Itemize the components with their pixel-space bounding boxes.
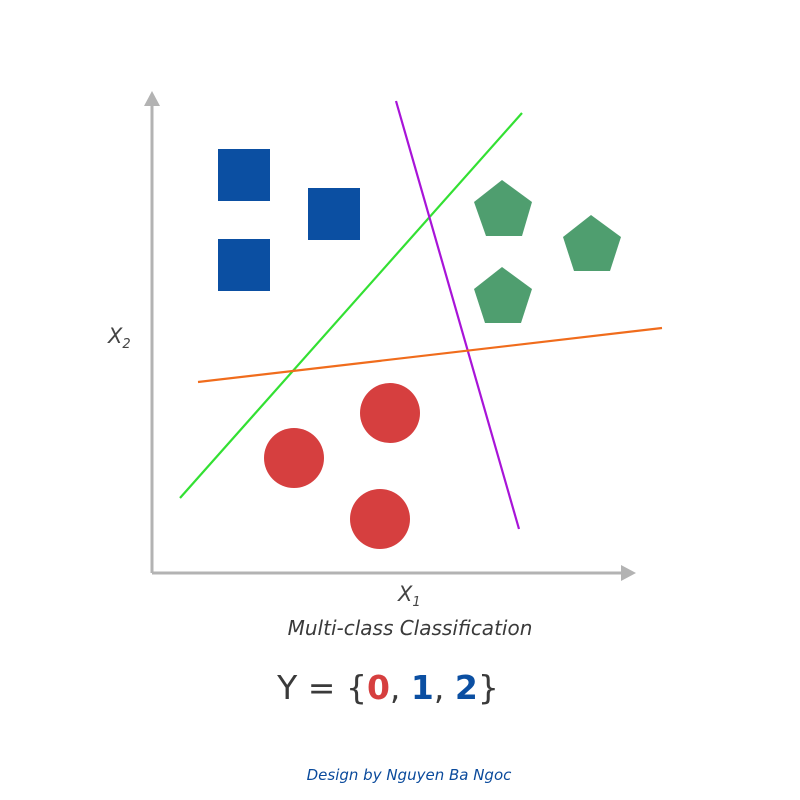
square-point (218, 239, 270, 291)
boundary-line-green (179, 112, 523, 499)
label-2: 2 (454, 668, 478, 707)
y-axis-arrowhead (144, 91, 160, 106)
decision-boundaries (179, 100, 663, 530)
x-axis-label: X1 (398, 582, 421, 611)
label-0: 0 (366, 668, 390, 707)
label-set-prefix: Y = { (277, 668, 367, 707)
label-separator: , (433, 668, 455, 707)
boundary-line-orange (197, 326, 663, 384)
square-point (218, 149, 270, 201)
axes (144, 91, 636, 581)
y-axis-label: X2 (108, 324, 131, 353)
square-point (308, 188, 360, 240)
label-1: 1 (410, 668, 434, 707)
class-2-points (474, 180, 621, 323)
pentagon-point (474, 267, 532, 323)
circle-point (360, 383, 420, 443)
boundary-line-purple (394, 100, 521, 530)
pentagon-point (563, 215, 621, 271)
diagram-caption: Multi-class Classification (287, 616, 533, 640)
circle-point (350, 489, 410, 549)
class-1-points (218, 149, 360, 291)
label-separator: , (389, 668, 411, 707)
class-0-points (264, 383, 420, 549)
x-axis-arrowhead (621, 565, 636, 581)
label-set-formula: Y = {0, 1, 2} (0, 668, 776, 707)
circle-point (264, 428, 324, 488)
design-credit: Design by Nguyen Ba Ngoc (306, 766, 512, 784)
label-set-suffix: } (477, 668, 499, 707)
pentagon-point (474, 180, 532, 236)
